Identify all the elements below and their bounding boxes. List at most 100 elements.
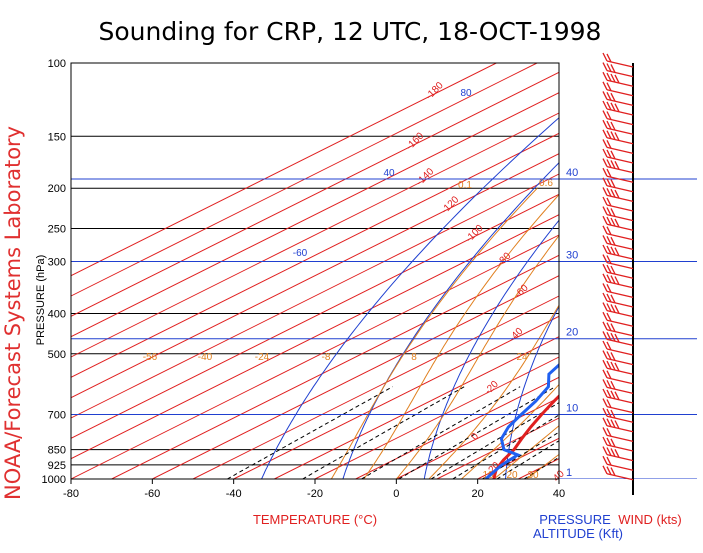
- wind-barb-staff: [606, 473, 634, 481]
- wind-barb-flag: [602, 321, 608, 331]
- wind-barb: [602, 119, 634, 135]
- altitude-tick: 30: [566, 249, 578, 261]
- wind-barb-flag: [602, 417, 608, 427]
- isotherm-label: -100: [464, 223, 486, 245]
- pressure-tick: 200: [48, 183, 66, 195]
- wind-barb: [602, 254, 634, 270]
- wind-barb-staff: [606, 137, 634, 145]
- wind-barb-flag: [606, 312, 612, 322]
- wind-barb-flag: [606, 197, 612, 207]
- wind-barb-flag: [610, 121, 616, 131]
- wind-barb-flag: [606, 245, 612, 255]
- dry-adiabat-label: 80: [460, 88, 472, 99]
- dry-adiabat: [423, 219, 559, 479]
- wind-barb: [602, 225, 634, 241]
- wind-barb-flag: [606, 111, 612, 120]
- isotherm-label: -180: [424, 80, 446, 102]
- wind-barb-flag: [610, 390, 616, 400]
- wind-barb-flag: [610, 448, 616, 457]
- pressure-tick: 100: [48, 58, 66, 70]
- wind-barb-flag: [602, 52, 608, 62]
- wind-barb-flag: [610, 352, 616, 361]
- wind-barb: [602, 359, 634, 375]
- wind-barb-staff: [606, 233, 634, 241]
- wind-barb-flag: [606, 236, 612, 245]
- isotherm-line: [71, 214, 559, 460]
- wind-barb-staff: [606, 127, 634, 135]
- wind-barb: [602, 331, 634, 347]
- wind-barb: [602, 436, 634, 452]
- isotherm-line: [71, 132, 559, 378]
- isotherm-line: [71, 112, 559, 358]
- wind-barb-flag: [610, 419, 616, 428]
- wind-barb-flag: [610, 92, 616, 102]
- wind-barb-flag: [602, 244, 608, 254]
- wind-barb: [602, 187, 634, 203]
- wind-barb-staff: [606, 117, 634, 126]
- isotherm-label: -140: [414, 166, 436, 188]
- mixing-ratio-line: [482, 431, 559, 479]
- dry-adiabat: [663, 63, 703, 488]
- wind-barb-flag: [602, 62, 608, 71]
- wind-barb-flag: [602, 311, 608, 321]
- wind-barb-staff: [606, 309, 634, 318]
- mixing-ratio-label: 20: [506, 470, 518, 481]
- wind-barb-flag: [602, 465, 608, 475]
- wind-barb-flag: [610, 246, 616, 256]
- isotherm-line: [71, 234, 559, 479]
- wind-barb-staff: [606, 367, 634, 375]
- wind-barb-staff: [606, 156, 634, 164]
- wind-barb-flag: [610, 160, 616, 169]
- wind-barb-flag: [606, 168, 612, 178]
- pressure-tick: 1000: [42, 474, 66, 486]
- wind-barb: [602, 100, 634, 116]
- pressure-tick: 250: [48, 224, 66, 236]
- wind-barb-flag: [610, 438, 616, 448]
- wind-barb-flag: [606, 92, 612, 101]
- xlabel: TEMPERATURE (°C): [253, 512, 377, 527]
- wind-barb: [602, 369, 634, 385]
- isotherm-line: [71, 63, 497, 277]
- altitude-tick: 1: [566, 467, 572, 479]
- wind-barb-flag: [602, 215, 608, 225]
- wind-barb-flag: [614, 189, 620, 199]
- wind-barb-flag: [606, 389, 612, 399]
- wind-barb-flag: [614, 247, 620, 256]
- moist-adiabat: [363, 193, 559, 479]
- wind-barb-flag: [606, 360, 612, 370]
- moist-adiabat: [461, 383, 559, 479]
- wind-barb: [602, 235, 634, 251]
- wind-barb-flag: [602, 129, 608, 139]
- wind-barb-flag: [614, 132, 620, 141]
- wind-barb-flag: [606, 53, 612, 63]
- temperature-profile: [492, 394, 559, 479]
- wind-barb-flag: [610, 102, 616, 112]
- wind-barb-flag: [610, 275, 616, 284]
- wind-barb-flag: [602, 340, 608, 350]
- wind-barb-flag: [602, 225, 608, 235]
- side-label: NOAA/Forecast Systems Laboratory: [1, 126, 25, 500]
- wind-barb: [602, 340, 634, 356]
- temp-tick: 20: [472, 488, 484, 500]
- wind-barb: [602, 321, 634, 337]
- wind-barb-flag: [606, 447, 612, 456]
- wind-barb-flag: [606, 370, 612, 379]
- mixing-ratio-line: [398, 386, 556, 479]
- moist-label: -56: [143, 352, 158, 363]
- moist-label: -24: [255, 352, 270, 363]
- temp-tick: -20: [307, 488, 323, 500]
- wind-barb-flag: [606, 264, 612, 274]
- temp-tick: 40: [553, 488, 565, 500]
- wind-barb-flag: [614, 362, 620, 372]
- ylabel: PRESSURE (hPa): [35, 255, 47, 345]
- wind-barb-flag: [614, 276, 620, 285]
- wind-barb: [602, 302, 634, 318]
- wind-barb-staff: [606, 415, 634, 423]
- wind-barb-staff: [606, 223, 634, 231]
- wind-barb-flag: [606, 466, 612, 475]
- wind-barb-flag: [606, 284, 612, 293]
- dry-adiabat-label: -60: [293, 248, 308, 259]
- dewpoint-profile: [484, 362, 559, 479]
- wind-barb-flag: [602, 369, 608, 379]
- wind-barb-flag: [610, 188, 616, 198]
